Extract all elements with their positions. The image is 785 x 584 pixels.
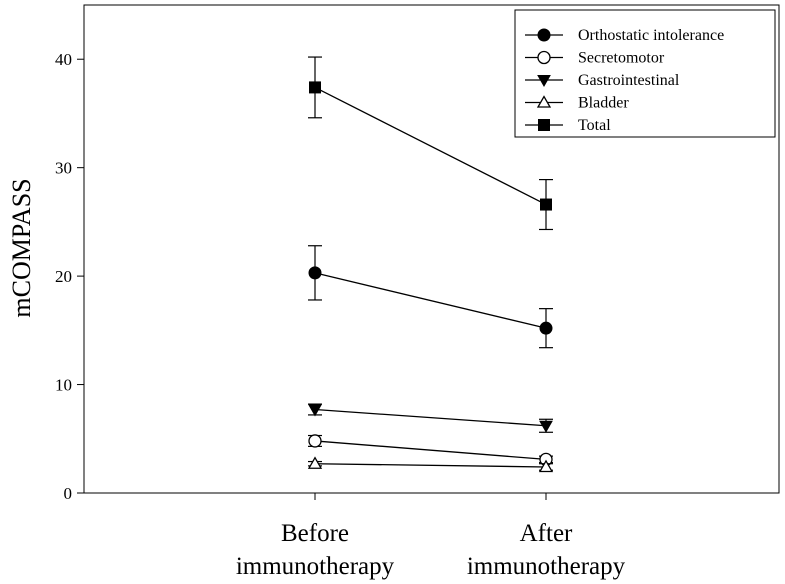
legend-marker	[537, 50, 551, 65]
data-point	[540, 198, 552, 211]
data-point	[307, 456, 323, 469]
data-point	[308, 404, 322, 417]
legend-label: Orthostatic intolerance	[578, 27, 724, 44]
legend-item: Total	[525, 117, 611, 134]
legend-item: Bladder	[525, 95, 629, 112]
legend-item: Orthostatic intolerance	[525, 27, 724, 44]
series-secretomotor	[308, 434, 553, 467]
legend: Orthostatic intolerance Secretomotor Gastr…	[514, 9, 776, 138]
y-axis-label: mCOMPASS	[7, 178, 36, 317]
y-tick-label: 30	[55, 159, 72, 178]
y-tick-label: 0	[64, 484, 73, 503]
data-point	[538, 459, 554, 473]
legend-marker	[537, 75, 551, 88]
legend-label: Total	[578, 117, 611, 134]
legend-marker	[537, 28, 551, 42]
legend-item: Secretomotor	[525, 50, 665, 67]
x-tick-label: Before	[281, 520, 349, 547]
y-tick-label: 40	[55, 50, 72, 69]
y-tick-label: 10	[55, 376, 72, 395]
x-tick-label: After	[520, 520, 573, 547]
series-line	[314, 408, 547, 427]
legend-marker	[538, 119, 550, 131]
series-line	[314, 272, 547, 329]
series-line	[314, 86, 547, 206]
plot-frame	[83, 4, 780, 494]
series-orthostatic-intolerance	[308, 245, 553, 349]
series-line	[314, 440, 547, 461]
x-tick-label: immunotherapy	[236, 553, 395, 580]
series-bladder	[307, 456, 554, 473]
series-line	[314, 463, 547, 468]
legend-label: Secretomotor	[578, 50, 665, 67]
series-layer	[307, 56, 554, 473]
legend-item: Gastrointestinal	[525, 72, 680, 89]
series-total	[308, 56, 553, 231]
x-tick-label: immunotherapy	[467, 553, 626, 580]
legend-marker	[536, 95, 552, 108]
legend-label: Bladder	[578, 95, 629, 112]
y-tick-label: 20	[55, 267, 72, 286]
legend-box	[514, 9, 776, 138]
data-point	[308, 266, 322, 280]
series-gastrointestinal	[308, 403, 553, 433]
legend-label: Gastrointestinal	[578, 72, 680, 89]
data-point	[539, 420, 553, 433]
data-point	[539, 321, 553, 335]
data-point	[308, 434, 322, 448]
data-point	[309, 81, 321, 94]
axes: 0 10 20 30 40 Before immunotherapy After immunot…	[55, 4, 780, 580]
